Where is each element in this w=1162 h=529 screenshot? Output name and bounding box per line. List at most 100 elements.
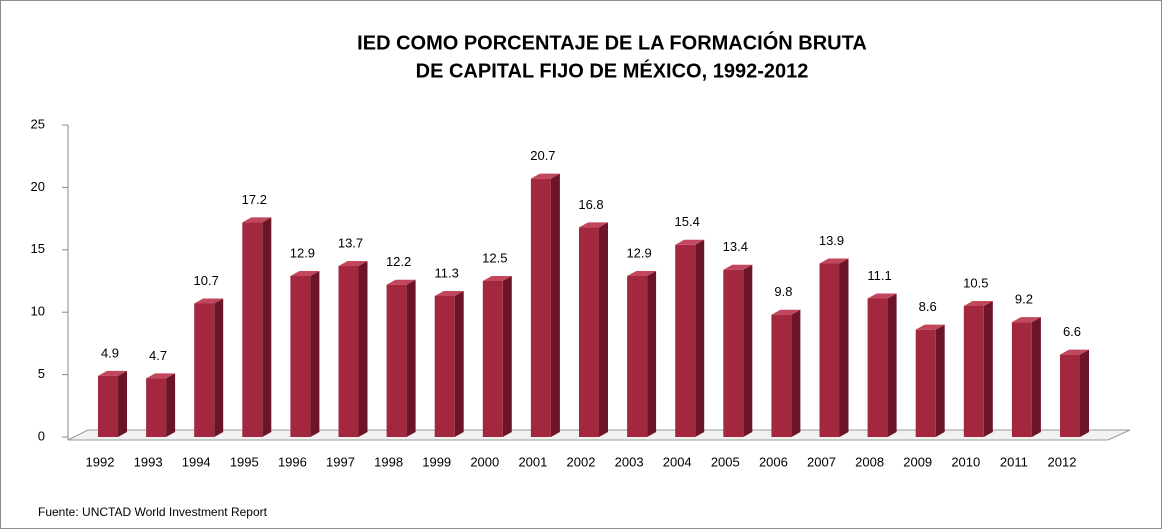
source-note: Fuente: UNCTAD World Investment Report xyxy=(38,505,268,519)
bar-top xyxy=(146,373,176,379)
value-label: 12.9 xyxy=(626,245,651,260)
value-label: 15.4 xyxy=(675,214,700,229)
x-tick-label: 2004 xyxy=(663,454,692,469)
x-tick-label: 1999 xyxy=(422,454,451,469)
x-tick-label: 2012 xyxy=(1048,454,1077,469)
bar xyxy=(915,329,936,437)
bar xyxy=(627,276,648,437)
bar xyxy=(1011,322,1032,437)
bar-side xyxy=(599,222,608,437)
bar-top xyxy=(771,309,801,315)
x-tick-label: 2008 xyxy=(855,454,884,469)
bar-side xyxy=(839,258,849,437)
bar-top xyxy=(98,370,127,376)
value-label: 9.8 xyxy=(774,284,792,299)
x-tick-label: 2003 xyxy=(615,454,644,469)
bar xyxy=(675,244,696,437)
bar-side xyxy=(1031,317,1041,437)
value-label: 4.7 xyxy=(149,348,167,363)
value-label: 6.6 xyxy=(1063,324,1081,339)
bar-side xyxy=(118,370,127,437)
bar-top xyxy=(194,298,224,304)
y-tick-label: 25 xyxy=(31,116,45,131)
y-tick-label: 0 xyxy=(38,428,45,443)
bar xyxy=(338,266,359,437)
bar-side xyxy=(262,217,272,437)
bar-top xyxy=(242,217,272,223)
x-tick-label: 2010 xyxy=(951,454,980,469)
bar xyxy=(1060,354,1080,437)
value-label: 12.2 xyxy=(386,254,411,269)
bar-top xyxy=(915,324,945,330)
bar-top xyxy=(482,276,512,281)
bar-side xyxy=(454,290,464,437)
y-tick-label: 20 xyxy=(31,179,45,194)
x-tick-label: 2001 xyxy=(518,454,547,469)
bar xyxy=(771,314,792,437)
bar-side xyxy=(935,324,945,437)
value-label: 4.9 xyxy=(101,345,119,360)
x-tick-label: 2009 xyxy=(903,454,932,469)
bar xyxy=(867,298,888,437)
bar-top xyxy=(1060,349,1089,355)
bar-side xyxy=(887,293,897,437)
bar xyxy=(530,178,551,437)
x-tick-label: 2000 xyxy=(470,454,499,469)
x-tick-label: 2011 xyxy=(1000,454,1028,469)
bar-side xyxy=(214,298,224,437)
x-tick-label: 1997 xyxy=(326,454,355,469)
bar xyxy=(819,263,840,437)
x-tick-label: 2002 xyxy=(567,454,596,469)
bar-top xyxy=(1011,317,1041,323)
value-label: 13.9 xyxy=(819,233,844,248)
x-tick-label: 1993 xyxy=(134,454,163,469)
bar-side xyxy=(310,271,320,437)
bar xyxy=(579,227,599,437)
bar-top xyxy=(675,239,705,245)
bar-top xyxy=(819,258,849,264)
x-tick-label: 2007 xyxy=(807,454,836,469)
bar-side xyxy=(743,264,753,437)
bar-top xyxy=(338,261,368,267)
bar xyxy=(194,303,215,437)
bar-top xyxy=(530,173,560,179)
value-label: 20.7 xyxy=(530,148,555,163)
value-label: 12.5 xyxy=(482,250,507,265)
value-label: 10.5 xyxy=(963,275,988,290)
bar-top xyxy=(627,271,657,277)
bar xyxy=(98,375,118,437)
value-label: 12.9 xyxy=(290,245,315,260)
value-label: 11.3 xyxy=(435,265,459,280)
bar xyxy=(290,276,311,437)
x-tick-label: 1995 xyxy=(230,454,259,469)
chart-title-line-1: IED COMO PORCENTAJE DE LA FORMACIÓN BRUT… xyxy=(357,30,867,54)
bar-side xyxy=(550,173,560,437)
bar-side xyxy=(983,300,993,437)
value-label: 11.1 xyxy=(867,268,891,283)
bar xyxy=(434,295,455,437)
value-label: 17.2 xyxy=(242,192,267,207)
bar-side xyxy=(791,309,801,437)
bar xyxy=(482,281,503,437)
x-tick-label: 1996 xyxy=(278,454,307,469)
bar xyxy=(386,284,407,437)
y-tick-label: 15 xyxy=(31,241,45,256)
bar xyxy=(242,222,263,437)
x-tick-label: 1992 xyxy=(86,454,115,469)
x-tick-label: 1994 xyxy=(182,454,211,469)
bar-side xyxy=(695,239,705,437)
bar-top xyxy=(579,222,608,228)
bar-side xyxy=(647,271,657,437)
bar-side xyxy=(166,373,176,437)
bar-top xyxy=(867,293,897,299)
bar-top xyxy=(963,300,993,306)
bar-top xyxy=(723,264,753,270)
bar xyxy=(963,305,984,437)
bar xyxy=(146,378,167,437)
x-tick-label: 1998 xyxy=(374,454,403,469)
value-label: 8.6 xyxy=(919,299,937,314)
bar-side xyxy=(406,279,416,437)
y-tick-label: 10 xyxy=(31,304,45,319)
